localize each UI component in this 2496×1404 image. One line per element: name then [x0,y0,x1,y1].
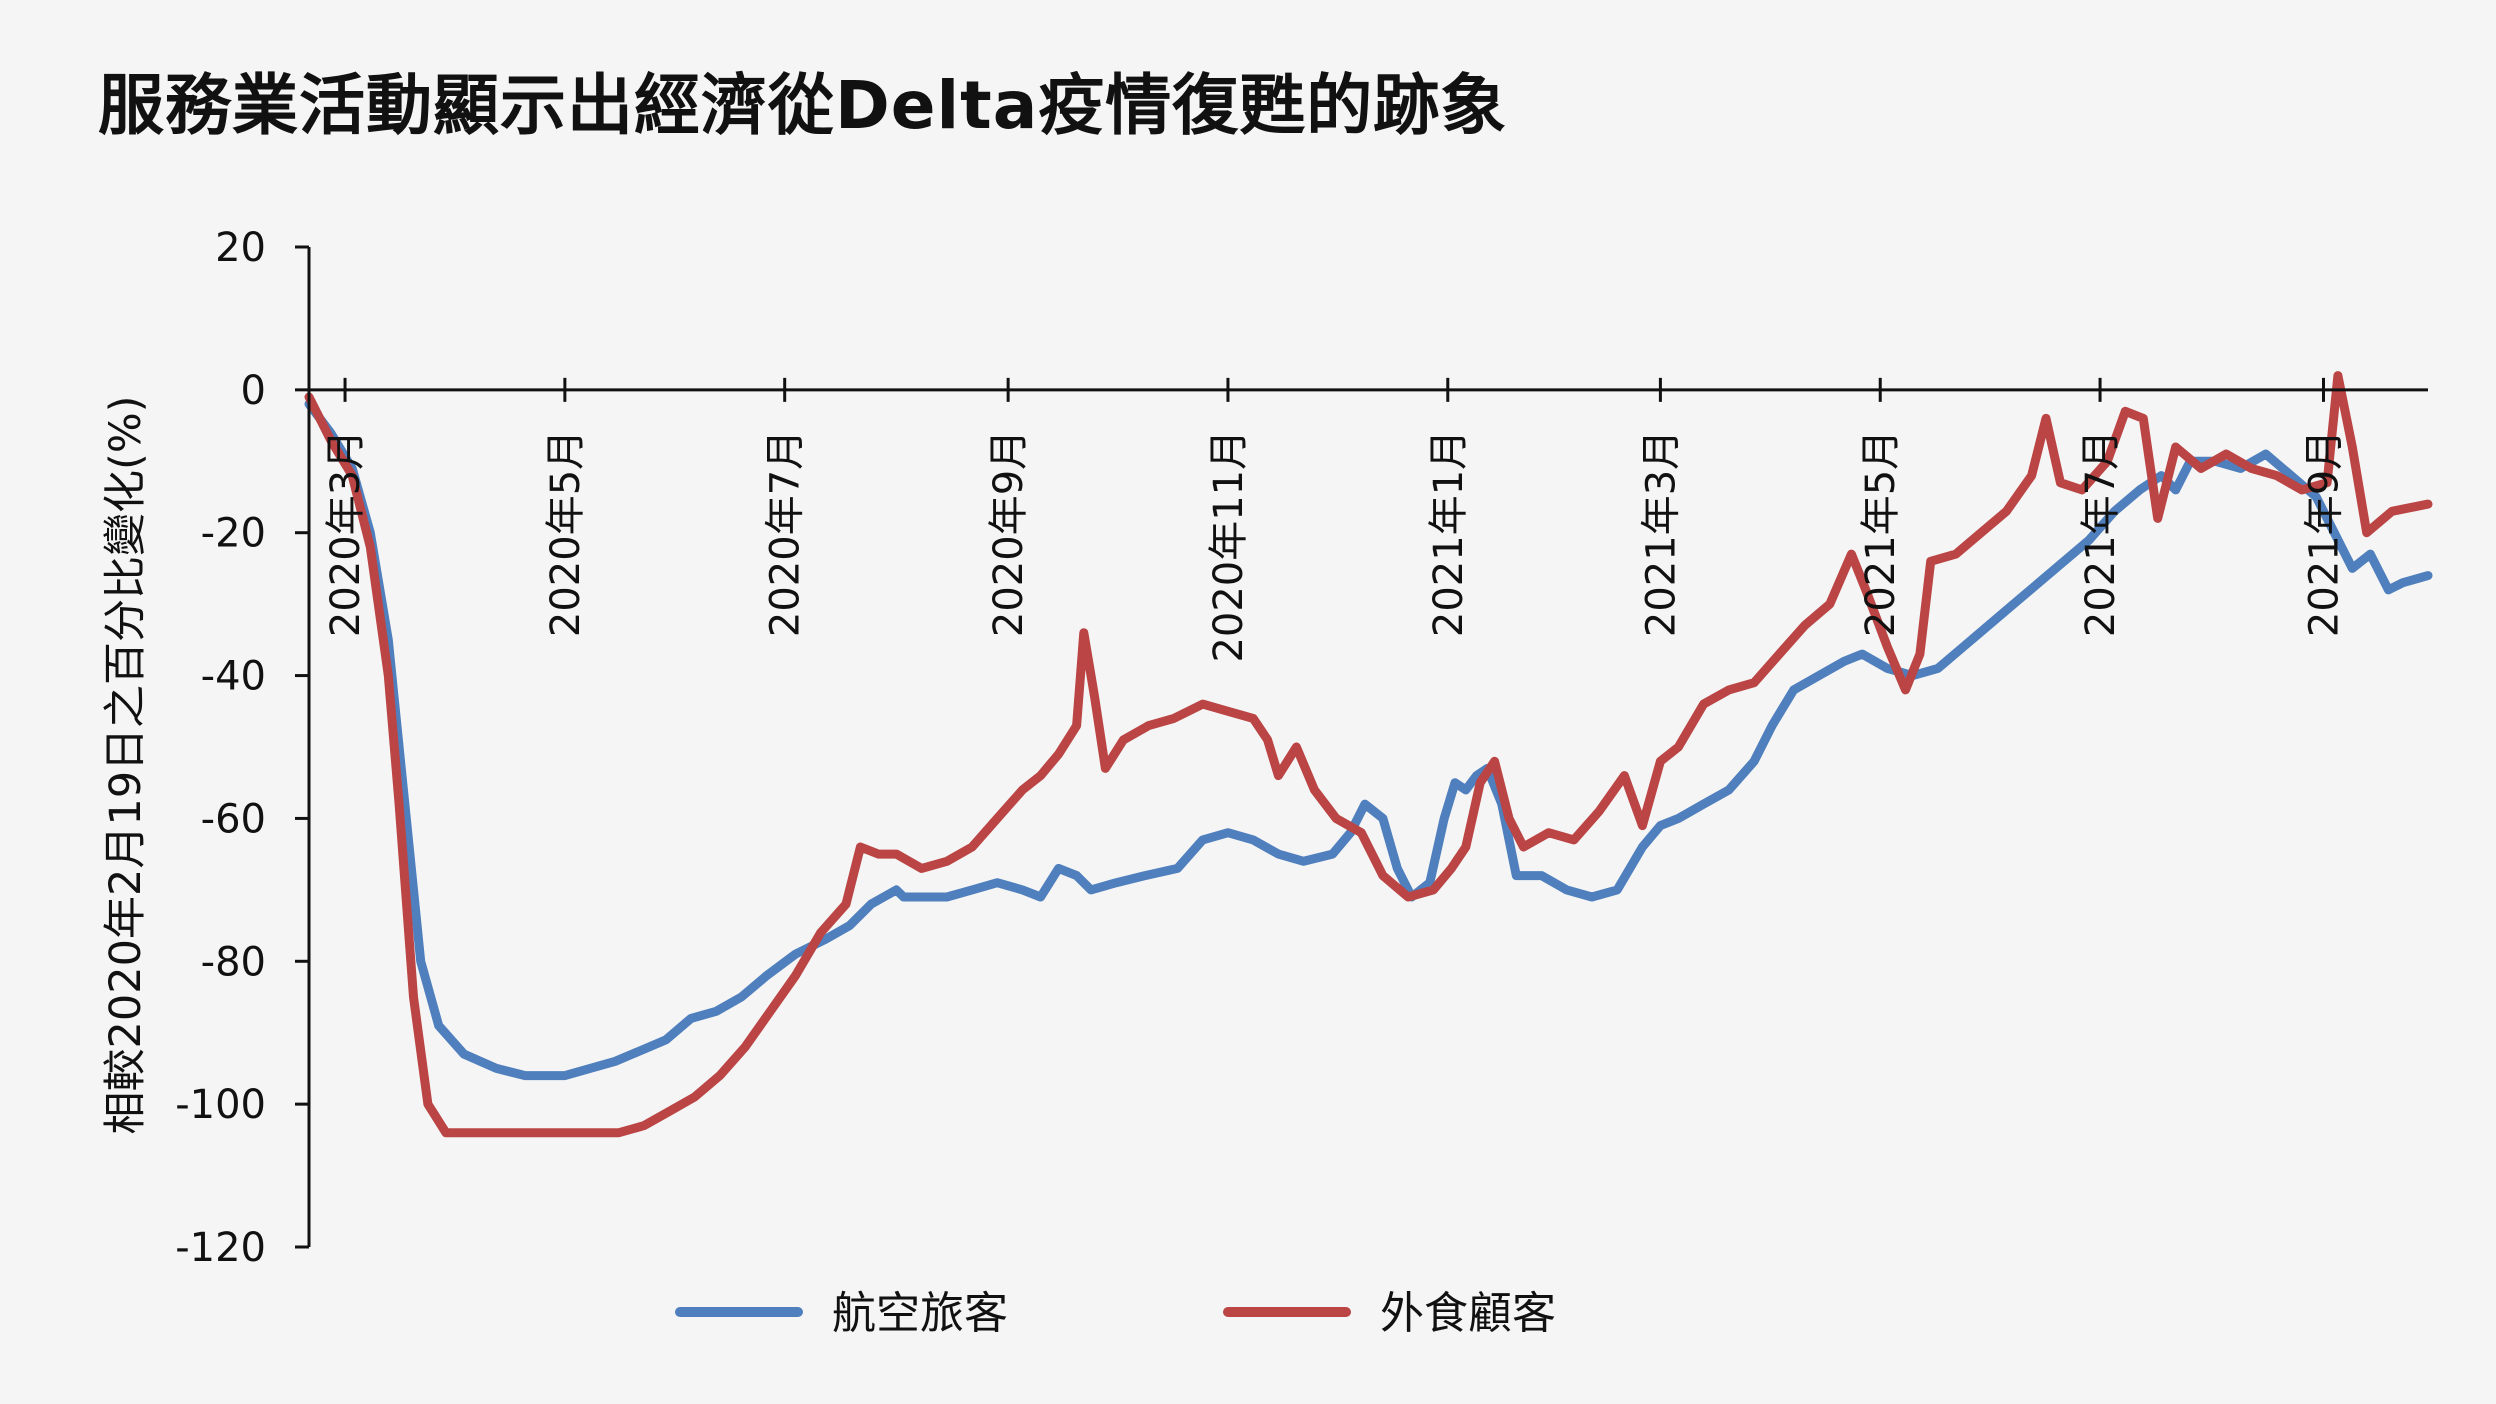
y-tick-label: 0 [241,368,266,414]
series-layer [304,371,2433,1138]
x-axis-ticks: 2020年3月 2020年5月 2020年7月 2020年9月 2020年11月 2021… [323,377,2347,663]
legend: 航空旅客 外食顧客 [675,1288,1556,1339]
y-tick-label: -80 [201,939,266,985]
x-tick-label: 2020年9月 [986,430,1032,637]
x-tick-label: 2021年5月 [1858,430,1904,637]
chart-title: 服務業活動顯示出經濟從Delta疫情復甦的跡象 [98,67,1508,144]
y-tick-label: 20 [215,225,266,271]
x-tick-label: 2020年5月 [543,430,589,637]
axes [307,247,2428,1247]
x-tick-label: 2021年9月 [2301,430,2347,637]
y-tick-label: -120 [175,1225,266,1271]
y-tick-label: -20 [201,511,266,557]
y-axis-title: 相較2020年2月19日之百分比變化(%) [101,396,151,1135]
y-axis-ticks: 20 0 -20 -40 -60 -80 -100 -120 [175,225,309,1271]
x-tick-label: 2021年7月 [2078,430,2124,637]
legend-label-1: 航空旅客 [832,1288,1008,1339]
series-line-2 [304,371,2433,1138]
y-tick-label: -40 [201,654,266,700]
series-line-1 [304,399,2433,1081]
legend-label-2: 外食顧客 [1380,1288,1556,1339]
y-tick-label: -100 [175,1082,266,1128]
x-tick-label: 2020年7月 [763,430,809,637]
x-tick-label: 2020年3月 [323,430,369,637]
x-tick-label: 2020年11月 [1206,430,1252,663]
x-tick-label: 2021年1月 [1426,430,1472,637]
x-tick-label: 2021年3月 [1638,430,1684,637]
y-tick-label: -60 [201,796,266,842]
